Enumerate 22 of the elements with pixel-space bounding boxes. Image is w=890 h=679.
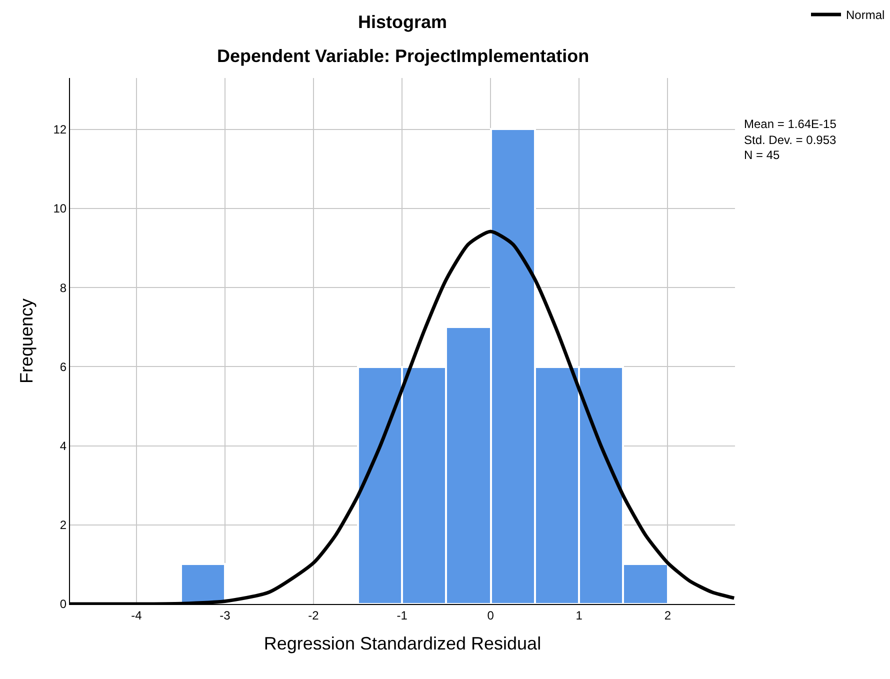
- y-tick-label: 12: [53, 122, 67, 137]
- x-tick-label: 0: [487, 608, 494, 622]
- y-tick-label: 8: [60, 280, 67, 295]
- legend-label: Normal: [846, 8, 885, 22]
- text: N = 45: [744, 148, 780, 162]
- x-axis-title: Regression Standardized Residual: [264, 634, 542, 654]
- y-tick-label: 10: [53, 202, 67, 216]
- x-tick-label: 1: [576, 608, 583, 622]
- y-axis-title: Frequency: [16, 298, 36, 384]
- x-tick-label: 2: [664, 608, 672, 622]
- y-tick-label: 2: [60, 518, 67, 532]
- text: Mean = 1.64E-15: [744, 117, 837, 131]
- x-tick-label: -3: [220, 608, 231, 622]
- x-tick-label: -4: [131, 608, 142, 622]
- x-tick-label: -1: [396, 608, 408, 622]
- y-tick-label: 6: [60, 360, 67, 374]
- y-tick-label: 4: [60, 439, 67, 453]
- x-tick-label: -2: [308, 608, 320, 622]
- y-tick-label: 0: [60, 597, 67, 612]
- chart-subtitle: Dependent Variable: ProjectImplementation: [217, 46, 590, 66]
- text: Std. Dev. = 0.953: [744, 133, 836, 147]
- chart-title: Histogram: [358, 12, 448, 32]
